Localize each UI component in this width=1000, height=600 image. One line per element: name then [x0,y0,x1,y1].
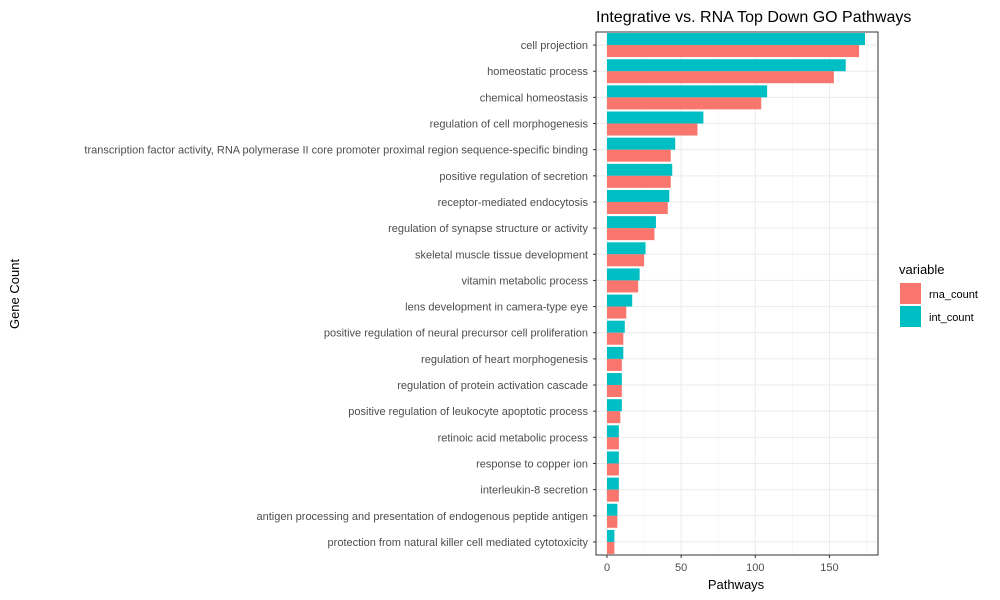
bar-int-count [607,425,619,438]
bar-rna-count [607,411,621,424]
bar-int-count [607,477,619,490]
category-label: vitamin metabolic process [461,275,588,287]
category-label: positive regulation of neural precursor … [324,328,588,340]
bar-int-count [607,320,625,333]
bar-rna-count [607,332,624,345]
bar-rna-count [607,385,622,398]
plot-background [596,32,878,555]
legend: variable rna_count int_count [899,262,978,327]
bar-int-count [607,163,673,176]
bar-int-count [607,399,622,412]
bar-int-count [607,111,704,124]
category-label: cell projection [521,40,588,52]
category-label: response to copper ion [476,458,588,470]
category-label: antigen processing and presentation of e… [257,511,588,523]
category-label: protection from natural killer cell medi… [328,537,589,549]
bar-rna-count [607,228,655,241]
bar-int-count [607,33,865,46]
x-axis: 0 50 100 150 [604,555,839,574]
bar-int-count [607,294,633,307]
category-label: regulation of synapse structure or activ… [388,223,588,235]
bar-rna-count [607,71,834,84]
category-label: regulation of cell morphogenesis [430,119,589,131]
bar-int-count [607,346,624,359]
legend-key-rna-count [900,283,921,304]
x-tick-label: 100 [746,562,764,574]
category-label: chemical homeostasis [480,92,589,104]
bar-int-count [607,137,676,150]
bar-rna-count [607,541,615,554]
bar-int-count [607,242,646,255]
bar-rna-count [607,45,860,58]
legend-key-int-count [900,306,921,327]
bar-rna-count [607,149,671,162]
bar-int-count [607,529,615,542]
chart-title: Integrative vs. RNA Top Down GO Pathways [596,9,911,26]
category-label: positive regulation of secretion [439,171,588,183]
bar-int-count [607,373,622,386]
bar-int-count [607,268,640,281]
x-tick-label: 150 [820,562,838,574]
category-label: positive regulation of leukocyte apoptot… [348,406,588,418]
category-label: retinoic acid metabolic process [438,432,589,444]
bar-rna-count [607,175,671,188]
category-label: interleukin-8 secretion [480,485,588,497]
bar-rna-count [607,358,622,371]
bar-rna-count [607,254,645,267]
y-axis: cell projection homeostatic process chemic… [84,40,596,549]
category-label: transcription factor activity, RNA polym… [84,145,588,157]
category-label: regulation of protein activation cascade [397,380,588,392]
bar-rna-count [607,463,619,476]
x-tick-label: 0 [604,562,610,574]
category-label: receptor-mediated endocytosis [438,197,589,209]
y-axis-title: Gene Count [7,259,22,329]
bar-rna-count [607,201,668,214]
bar-int-count [607,451,619,464]
bar-rna-count [607,489,619,502]
legend-title: variable [899,262,945,277]
bar-rna-count [607,280,639,293]
category-label: homeostatic process [487,66,588,78]
bar-rna-count [607,437,619,450]
bar-int-count [607,85,768,98]
bar-int-count [607,59,846,72]
category-label: regulation of heart morphogenesis [421,354,588,366]
bar-rna-count [607,306,627,319]
legend-label-rna-count: rna_count [929,289,978,301]
bar-rna-count [607,123,698,136]
category-label: lens development in camera-type eye [405,302,588,314]
bar-int-count [607,216,656,229]
x-tick-label: 50 [675,562,687,574]
bar-int-count [607,503,618,516]
plot-panel [595,31,879,556]
x-axis-title: Pathways [708,577,765,592]
bar-rna-count [607,515,618,528]
bar-rna-count [607,97,762,110]
legend-label-int-count: int_count [929,312,974,324]
category-label: skeletal muscle tissue development [415,249,588,261]
bar-int-count [607,189,670,202]
plot-border [595,31,879,556]
